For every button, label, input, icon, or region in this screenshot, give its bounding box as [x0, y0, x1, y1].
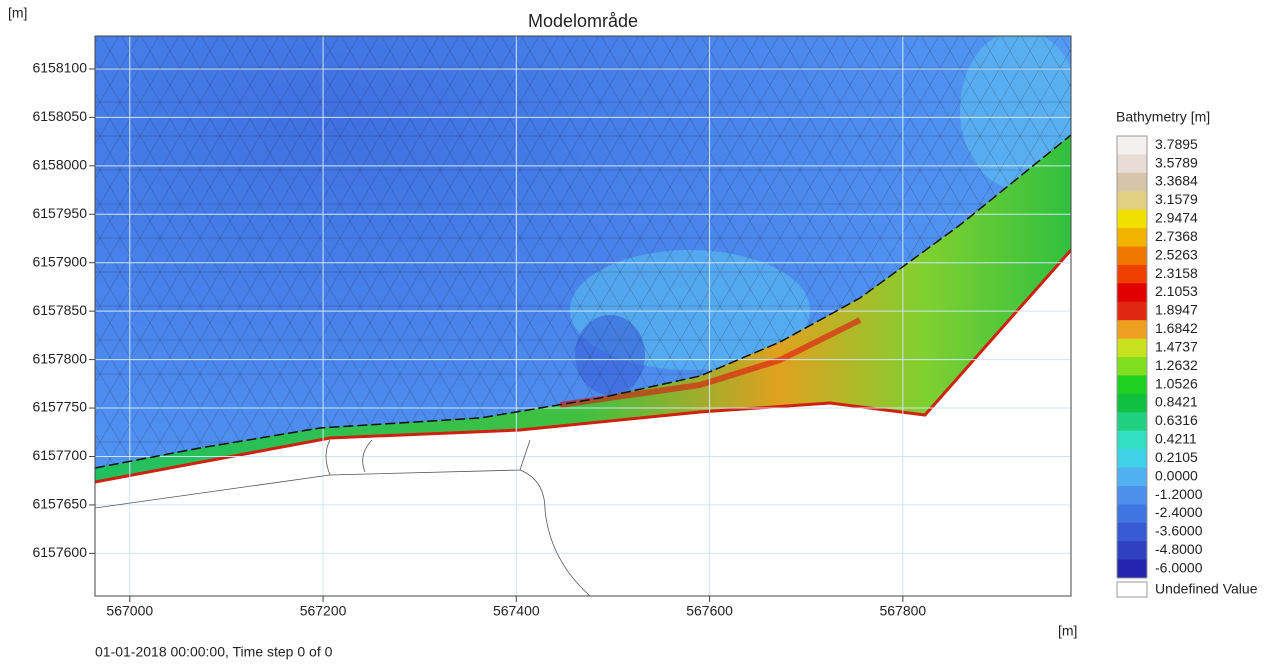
legend-label: -2.4000 — [1155, 504, 1203, 520]
legend-swatch — [1117, 468, 1147, 487]
legend-label: 1.8947 — [1155, 302, 1198, 318]
legend-label: 1.2632 — [1155, 357, 1198, 373]
legend-label: 2.9474 — [1155, 210, 1198, 226]
legend-label: 1.4737 — [1155, 338, 1198, 354]
legend-swatch — [1117, 357, 1147, 376]
map-area — [95, 30, 1080, 596]
legend-swatch — [1117, 136, 1147, 155]
y-tick-label: 6158000 — [32, 157, 87, 173]
legend-swatch — [1117, 560, 1147, 579]
legend-swatch — [1117, 154, 1147, 173]
x-tick-label: 567600 — [686, 603, 733, 619]
y-unit: [m] — [8, 5, 27, 21]
legend-label: -4.8000 — [1155, 541, 1203, 557]
legend-label: -1.2000 — [1155, 486, 1203, 502]
legend-label: 0.4211 — [1155, 431, 1197, 447]
legend-swatch — [1117, 228, 1147, 247]
y-tick-label: 6157900 — [32, 253, 87, 269]
y-tick-label: 6157750 — [32, 399, 87, 415]
legend-swatch — [1117, 412, 1147, 431]
legend-label: 2.3158 — [1155, 265, 1198, 281]
legend-swatch — [1117, 541, 1147, 560]
legend-swatch — [1117, 283, 1147, 302]
legend-label: 3.1579 — [1155, 191, 1198, 207]
legend-title: Bathymetry [m] — [1116, 109, 1210, 125]
y-tick-label: 6157850 — [32, 302, 87, 318]
x-tick-label: 567400 — [493, 603, 540, 619]
page: [m] Modelområde [m] 01-01-2018 00:00:00,… — [0, 0, 1267, 664]
x-tick-label: 567800 — [879, 603, 926, 619]
legend-swatch — [1117, 504, 1147, 523]
legend-label: 2.7368 — [1155, 228, 1198, 244]
legend-label: 2.1053 — [1155, 283, 1198, 299]
legend-label: 1.6842 — [1155, 320, 1198, 336]
legend-swatch — [1117, 375, 1147, 394]
legend-swatch — [1117, 431, 1147, 450]
legend-label: 0.8421 — [1155, 394, 1198, 410]
chart-title: Modelområde — [528, 11, 638, 31]
legend-label: 0.6316 — [1155, 412, 1198, 428]
legend-label: 0.0000 — [1155, 467, 1198, 483]
y-tick-label: 6157650 — [32, 496, 87, 512]
legend-label: -3.6000 — [1155, 523, 1203, 539]
legend-swatch — [1117, 523, 1147, 542]
legend-label: 3.3684 — [1155, 173, 1198, 189]
undefined-swatch — [1117, 582, 1147, 597]
legend-swatch — [1117, 247, 1147, 266]
legend-swatch — [1117, 210, 1147, 229]
y-tick-label: 6157800 — [32, 350, 87, 366]
legend-label: 1.0526 — [1155, 375, 1198, 391]
legend-swatch — [1117, 339, 1147, 358]
y-tick-label: 6157600 — [32, 544, 87, 560]
legend-swatch — [1117, 486, 1147, 505]
legend-label: -6.0000 — [1155, 559, 1203, 575]
legend-swatch — [1117, 449, 1147, 468]
legend-swatch — [1117, 173, 1147, 192]
footer: 01-01-2018 00:00:00, Time step 0 of 0 — [95, 644, 333, 660]
legend-swatch — [1117, 302, 1147, 321]
legend-label: 0.2105 — [1155, 449, 1198, 465]
legend-label: 3.5789 — [1155, 154, 1198, 170]
legend-swatch — [1117, 191, 1147, 210]
legend-label: 3.7895 — [1155, 136, 1198, 152]
legend-label: 2.5263 — [1155, 246, 1198, 262]
legend-swatch — [1117, 394, 1147, 413]
x-tick-label: 567000 — [106, 603, 153, 619]
chart: [m] Modelområde [m] 01-01-2018 00:00:00,… — [0, 0, 1267, 664]
y-tick-label: 6157950 — [32, 205, 87, 221]
x-unit: [m] — [1058, 623, 1077, 639]
undefined-label: Undefined Value — [1155, 581, 1258, 597]
legend-swatch — [1117, 265, 1147, 284]
y-tick-label: 6158100 — [32, 60, 87, 76]
y-tick-label: 6158050 — [32, 108, 87, 124]
y-tick-label: 6157700 — [32, 447, 87, 463]
legend-swatch — [1117, 320, 1147, 339]
x-tick-label: 567200 — [300, 603, 347, 619]
